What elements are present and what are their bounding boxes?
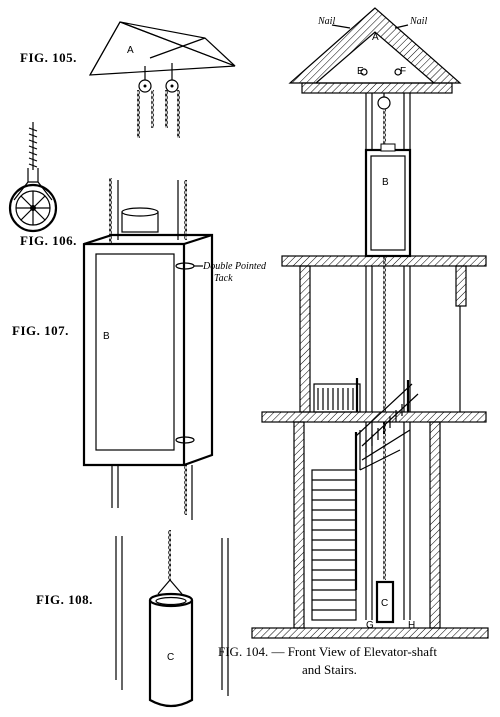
- fig104-nail-left: Nail: [317, 16, 335, 27]
- fig107-title: FIG. 107.: [12, 323, 69, 338]
- fig107-tack-label-line2: Tack: [214, 273, 233, 284]
- fig104-hook-pulley: [377, 96, 391, 110]
- fig106-wheel: [8, 183, 58, 233]
- fig104-caption-line1: FIG. 104. — Front View of Elevator-shaft: [218, 644, 437, 659]
- fig107-tack-lower: [175, 436, 195, 444]
- fig106-screw-thread: [28, 127, 38, 168]
- fig104-label-a: A: [372, 32, 379, 43]
- fig105-roof-assembly: [88, 21, 236, 138]
- fig104-label-h: H: [408, 620, 415, 631]
- fig104-roof-hatched: [288, 7, 462, 84]
- fig104-label-f: F: [400, 66, 406, 77]
- fig104-label-g: G: [366, 620, 374, 631]
- fig108-counterweight: [115, 530, 229, 708]
- fig104-car-b: [364, 148, 412, 258]
- fig108-label-c: C: [167, 652, 174, 663]
- fig104-roof-beam: [301, 82, 453, 94]
- fig106-title: FIG. 106.: [20, 233, 77, 248]
- fig106-spokes: [16, 191, 50, 225]
- fig108-cylinder: [148, 600, 194, 708]
- fig107-box-opening: [95, 253, 175, 451]
- fig104-floor-lower: [261, 411, 487, 423]
- fig104-label-b: B: [382, 177, 389, 188]
- fig108-title: FIG. 108.: [36, 592, 93, 607]
- fig105-title: FIG. 105.: [20, 50, 77, 65]
- fig106-hook-pulley: [8, 122, 58, 233]
- fig104-ground-slab: [251, 627, 489, 639]
- fig107-car-box: [82, 178, 214, 520]
- fig104-label-c: C: [381, 598, 388, 609]
- fig104-caption-line2: and Stairs.: [302, 662, 357, 677]
- fig104-stair-lower: [311, 469, 357, 621]
- fig107-tack-label-line1: Double Pointed: [202, 261, 267, 272]
- fig105-label-a: A: [127, 45, 134, 56]
- fig104-label-e: E: [357, 66, 364, 77]
- fig107-box-outline: [82, 233, 214, 467]
- fig107-label-b: B: [103, 331, 110, 342]
- fig105-roof-side: [119, 21, 236, 67]
- fig104-counterweight-c: [375, 580, 395, 624]
- fig104-shaft: [251, 7, 489, 639]
- fig104-nail-right: Nail: [409, 16, 427, 27]
